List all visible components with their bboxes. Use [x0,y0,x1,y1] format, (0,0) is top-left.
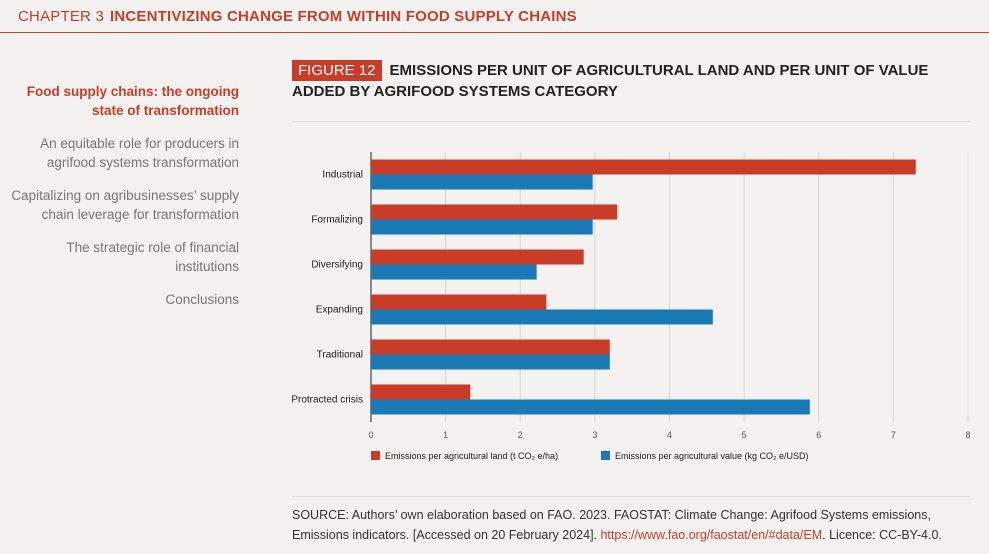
source-link[interactable]: https://www.fao.org/faostat/en/#data/EM [600,528,823,542]
chapter-heading: CHAPTER 3 INCENTIVIZING CHANGE FROM WITHI… [18,8,577,25]
figure-title: EMISSIONS PER UNIT OF AGRICULTURAL LAND … [292,62,929,100]
bar-value [371,219,593,235]
category-label: Formalizing [311,215,363,226]
chapter-number: CHAPTER 3 [18,8,104,25]
x-tick-label: 2 [518,430,523,440]
x-tick-label: 6 [816,430,821,440]
category-label: Diversifying [311,260,363,271]
source-note: SOURCE: Authors’ own elaboration based o… [292,505,977,545]
x-tick-label: 8 [965,430,970,440]
source-text: SOURCE: Authors’ own elaboration based o… [292,508,931,542]
bar-land [371,294,547,310]
bar-value [371,399,810,415]
category-label: Industrial [322,170,363,181]
bar-chart: 0 1 2 3 4 5 6 7 8 Industrial Formalizing Diversifyi… [291,152,971,461]
x-tick-label: 3 [592,430,597,440]
category-label: Protracted crisis [291,395,363,406]
source-suffix: . Licence: CC-BY-4.0. [822,528,942,542]
x-tick-label: 0 [368,430,373,440]
figure-tag: FIGURE 12 [292,60,382,81]
legend-swatch [601,451,610,460]
bar-land [371,249,584,265]
bar-land [371,159,916,175]
section-nav: Food supply chains: the ongoing state of… [0,82,240,323]
x-tick-label: 5 [742,430,747,440]
x-tick-label: 4 [667,430,672,440]
chart-area: 0 1 2 3 4 5 6 7 8 Industrial Formalizing Diversifyi… [288,140,978,480]
bar-value [371,264,537,280]
bar-value [371,309,713,325]
nav-item-food-supply-chains[interactable]: Food supply chains: the ongoing state of… [26,84,239,118]
bottom-divider [292,496,970,497]
figure-title-block: FIGURE 12 EMISSIONS PER UNIT OF AGRICULTU… [292,60,972,102]
legend-swatch [371,451,380,460]
bar-value [371,354,610,370]
nav-item-financial-institutions[interactable]: The strategic role of financial institut… [66,240,239,274]
legend-label: Emissions per agricultural value (kg CO₂… [615,451,809,461]
category-label: Traditional [317,350,363,361]
bar-land [371,204,618,220]
legend-label: Emissions per agricultural land (t CO₂ e… [385,451,558,461]
chapter-title: INCENTIVIZING CHANGE FROM WITHIN FOOD SU… [110,8,577,25]
chapter-header: CHAPTER 3 INCENTIVIZING CHANGE FROM WITHI… [0,0,989,33]
x-tick-label: 7 [891,430,896,440]
bar-land [371,339,610,355]
nav-item-equitable-role[interactable]: An equitable role for producers in agrif… [40,136,239,170]
nav-item-agribusiness-leverage[interactable]: Capitalizing on agribusinesses’ supply c… [11,188,239,222]
nav-item-conclusions[interactable]: Conclusions [165,292,239,307]
bar-land [371,384,471,400]
category-label: Expanding [316,305,363,316]
bar-value [371,174,593,190]
top-divider [292,121,970,122]
x-tick-label: 1 [443,430,448,440]
